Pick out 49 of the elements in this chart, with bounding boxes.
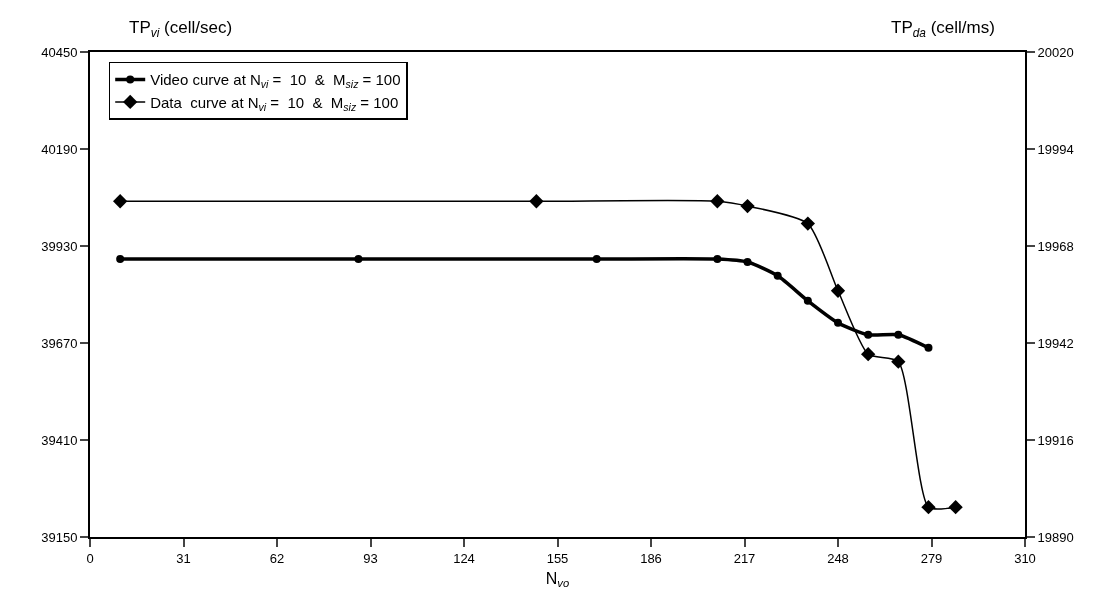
x-tick-label: 62 <box>269 550 285 566</box>
y2-tick-label: 19968 <box>1037 238 1074 254</box>
point <box>116 255 125 264</box>
y2-axis-title: TP$_{da}$ (cell/ms) <box>891 18 995 40</box>
point <box>354 255 363 264</box>
legend-label: Video curve at N$_{vi}$ = 10 & M$_{siz}$ = 100 <box>150 71 401 91</box>
point <box>803 296 812 305</box>
point <box>529 194 544 209</box>
point <box>861 347 876 362</box>
y-tick-label: 40190 <box>41 141 78 157</box>
x-tick-label: 217 <box>733 550 756 566</box>
y2-tick-label: 19890 <box>1037 529 1074 545</box>
point <box>921 500 936 515</box>
x-tick-label: 31 <box>176 550 191 566</box>
point <box>740 198 755 214</box>
y-tick-label: 39410 <box>41 432 78 448</box>
y2-tick-label: 19942 <box>1037 335 1074 351</box>
x-tick-label: 279 <box>920 550 943 566</box>
point <box>834 318 842 327</box>
y2-tick-label: 19994 <box>1037 141 1074 157</box>
x-tick-label: 93 <box>363 550 378 566</box>
x-tick-label: 124 <box>453 550 475 566</box>
point <box>891 354 906 369</box>
y-axis-title: TP$_{vi}$ (cell/sec) <box>129 18 233 40</box>
y-tick-label: 39670 <box>41 335 78 351</box>
point <box>713 255 722 264</box>
point <box>592 255 601 264</box>
x-tick-label: 155 <box>546 550 569 566</box>
x-tick-label: 310 <box>1014 550 1036 566</box>
point <box>894 330 903 339</box>
x-tick-label: 0 <box>86 550 94 566</box>
point <box>864 330 873 339</box>
point <box>710 194 725 209</box>
point <box>830 283 846 298</box>
x-tick-label: 186 <box>640 550 662 566</box>
point <box>113 194 128 209</box>
point <box>948 500 963 515</box>
point <box>743 258 752 267</box>
y-tick-label: 40450 <box>41 44 78 60</box>
y-tick-label: 39150 <box>41 529 78 545</box>
y2-tick-label: 19916 <box>1037 432 1074 448</box>
point <box>924 343 933 352</box>
point <box>800 216 815 231</box>
x-tick-label: 248 <box>827 550 849 566</box>
legend-label: Data curve at N$_{vi}$ = 10 & M$_{siz}$ = 100 <box>150 93 399 113</box>
y-tick-label: 39930 <box>41 238 78 254</box>
x-axis-title: N$_{vo}$ <box>545 569 570 590</box>
y2-tick-label: 20020 <box>1037 44 1074 60</box>
point <box>773 271 782 280</box>
